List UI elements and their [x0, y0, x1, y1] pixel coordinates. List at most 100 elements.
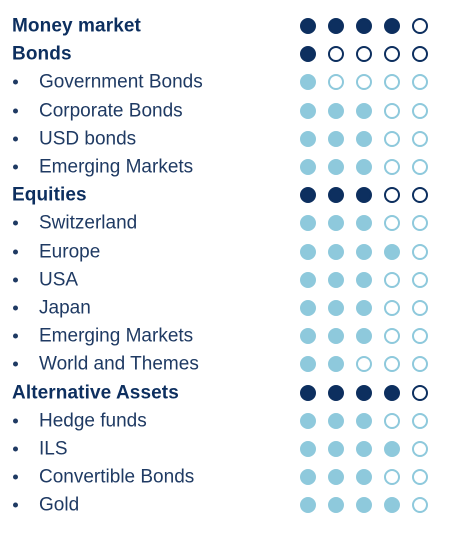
filled-rating-dot-icon — [328, 384, 344, 401]
subcategory-row-ils: ILS — [0, 435, 461, 463]
rating-dots — [300, 215, 430, 232]
empty-rating-dot-icon — [412, 74, 428, 91]
subcategory-label: Switzerland — [39, 212, 138, 234]
empty-rating-dot-icon — [384, 469, 400, 486]
rating-dots — [300, 243, 430, 260]
subcategory-row-switzerland: Switzerland — [0, 209, 461, 237]
filled-rating-dot-icon — [328, 469, 344, 486]
filled-rating-dot-icon — [300, 74, 316, 91]
subcategory-label: Japan — [39, 297, 91, 319]
filled-rating-dot-icon — [300, 271, 316, 288]
bullet-icon — [13, 277, 18, 283]
filled-rating-dot-icon — [356, 159, 372, 176]
category-label: Bonds — [12, 43, 72, 65]
filled-rating-dot-icon — [300, 187, 316, 204]
empty-rating-dot-icon — [412, 130, 428, 147]
filled-rating-dot-icon — [328, 18, 344, 35]
bullet-icon — [13, 220, 18, 226]
rating-dots — [300, 18, 430, 35]
filled-rating-dot-icon — [328, 130, 344, 147]
filled-rating-dot-icon — [356, 102, 372, 119]
empty-rating-dot-icon — [328, 74, 344, 91]
asset-allocation-rating-table: Money market Bonds Government Bonds Corpora… — [0, 12, 461, 519]
subcategory-row-japan: Japan — [0, 294, 461, 322]
empty-rating-dot-icon — [356, 74, 372, 91]
empty-rating-dot-icon — [412, 243, 428, 260]
filled-rating-dot-icon — [384, 18, 400, 35]
empty-rating-dot-icon — [412, 187, 428, 204]
filled-rating-dot-icon — [356, 243, 372, 260]
filled-rating-dot-icon — [300, 130, 316, 147]
empty-rating-dot-icon — [356, 356, 372, 373]
subcategory-label: Government Bonds — [39, 71, 203, 93]
subcategory-label: World and Themes — [39, 353, 199, 375]
empty-rating-dot-icon — [384, 130, 400, 147]
category-label: Money market — [12, 15, 141, 37]
empty-rating-dot-icon — [412, 18, 428, 35]
bullet-icon — [13, 305, 18, 311]
bullet-icon — [13, 164, 18, 170]
filled-rating-dot-icon — [356, 384, 372, 401]
filled-rating-dot-icon — [328, 187, 344, 204]
empty-rating-dot-icon — [384, 271, 400, 288]
category-label: Equities — [12, 184, 87, 206]
rating-dots — [300, 412, 430, 429]
category-row-equities: Equities — [0, 181, 461, 209]
filled-rating-dot-icon — [328, 440, 344, 457]
filled-rating-dot-icon — [356, 130, 372, 147]
empty-rating-dot-icon — [412, 271, 428, 288]
rating-dots — [300, 299, 430, 316]
subcategory-label: ILS — [39, 438, 68, 460]
category-row-alternative-assets: Alternative Assets — [0, 378, 461, 406]
empty-rating-dot-icon — [412, 356, 428, 373]
filled-rating-dot-icon — [300, 243, 316, 260]
rating-dots — [300, 469, 430, 486]
empty-rating-dot-icon — [384, 356, 400, 373]
rating-dots — [300, 159, 430, 176]
bullet-icon — [13, 108, 18, 114]
filled-rating-dot-icon — [384, 243, 400, 260]
filled-rating-dot-icon — [328, 102, 344, 119]
rating-dots — [300, 102, 430, 119]
filled-rating-dot-icon — [300, 440, 316, 457]
category-row-bonds: Bonds — [0, 40, 461, 68]
empty-rating-dot-icon — [412, 102, 428, 119]
empty-rating-dot-icon — [412, 159, 428, 176]
filled-rating-dot-icon — [384, 440, 400, 457]
filled-rating-dot-icon — [356, 497, 372, 514]
empty-rating-dot-icon — [412, 469, 428, 486]
bullet-icon — [13, 446, 18, 452]
filled-rating-dot-icon — [300, 18, 316, 35]
filled-rating-dot-icon — [328, 412, 344, 429]
empty-rating-dot-icon — [412, 412, 428, 429]
empty-rating-dot-icon — [412, 46, 428, 63]
filled-rating-dot-icon — [328, 299, 344, 316]
empty-rating-dot-icon — [384, 412, 400, 429]
filled-rating-dot-icon — [300, 328, 316, 345]
subcategory-row-corporate-bonds: Corporate Bonds — [0, 97, 461, 125]
filled-rating-dot-icon — [356, 187, 372, 204]
subcategory-label: Emerging Markets — [39, 325, 194, 347]
subcategory-row-emerging-markets: Emerging Markets — [0, 153, 461, 181]
bullet-icon — [13, 79, 18, 85]
filled-rating-dot-icon — [384, 497, 400, 514]
filled-rating-dot-icon — [300, 497, 316, 514]
filled-rating-dot-icon — [300, 356, 316, 373]
filled-rating-dot-icon — [300, 159, 316, 176]
bullet-icon — [13, 361, 18, 367]
filled-rating-dot-icon — [300, 384, 316, 401]
empty-rating-dot-icon — [384, 159, 400, 176]
subcategory-row-usa: USA — [0, 266, 461, 294]
filled-rating-dot-icon — [300, 299, 316, 316]
category-row-money-market: Money market — [0, 12, 461, 40]
subcategory-row-hedge-funds: Hedge funds — [0, 407, 461, 435]
rating-dots — [300, 74, 430, 91]
empty-rating-dot-icon — [384, 215, 400, 232]
empty-rating-dot-icon — [412, 384, 428, 401]
filled-rating-dot-icon — [384, 384, 400, 401]
empty-rating-dot-icon — [384, 102, 400, 119]
rating-dots — [300, 130, 430, 147]
empty-rating-dot-icon — [412, 440, 428, 457]
category-label: Alternative Assets — [12, 382, 179, 404]
empty-rating-dot-icon — [412, 328, 428, 345]
